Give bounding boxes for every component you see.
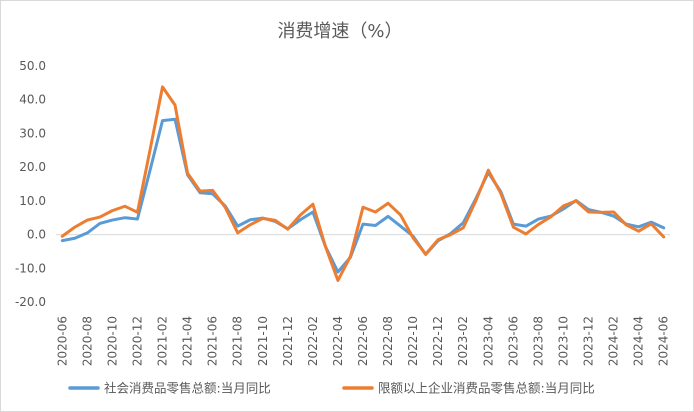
x-tick-label: 2020-06 — [55, 316, 69, 366]
x-tick-label: 2022-02 — [306, 316, 320, 366]
series-layer — [60, 85, 666, 282]
series-line-2 — [60, 85, 666, 282]
y-tick-label: 20.0 — [19, 160, 46, 174]
x-tick-label: 2021-06 — [206, 316, 220, 366]
x-tick-label: 2024-04 — [632, 316, 646, 366]
x-tick-label: 2020-12 — [130, 316, 144, 366]
x-tick-label: 2021-08 — [231, 316, 245, 366]
x-tick-label: 2023-10 — [556, 316, 570, 366]
y-tick-label: 10.0 — [19, 194, 46, 208]
x-tick-label: 2023-06 — [506, 316, 520, 366]
x-tick-label: 2020-08 — [80, 316, 94, 366]
x-tick-label: 2022-04 — [331, 316, 345, 366]
series-line-1 — [60, 117, 666, 274]
chart-title: 消费增速（%） — [277, 21, 402, 42]
x-tick-label: 2021-02 — [156, 316, 170, 366]
x-tick-label: 2023-04 — [481, 316, 495, 366]
x-tick-label: 2022-06 — [356, 316, 370, 366]
x-tick-label: 2021-10 — [256, 316, 270, 366]
y-tick-label: 0.0 — [27, 228, 46, 242]
y-tick-label: -20.0 — [15, 295, 46, 309]
legend: 社会消费品零售总额:当月同比 限额以上企业消费品零售总额:当月同比 — [68, 381, 595, 396]
x-tick-label: 2022-10 — [406, 316, 420, 366]
x-tick-label: 2023-02 — [456, 316, 470, 366]
y-tick-label: 40.0 — [19, 93, 46, 107]
x-tick-label: 2023-08 — [531, 316, 545, 366]
y-tick-label: 50.0 — [19, 59, 46, 73]
x-tick-label: 2021-12 — [281, 316, 295, 366]
x-axis: 2020-06 2020-08 2020-10 2020-12 2021-02 2021-… — [55, 234, 671, 366]
y-tick-label: -10.0 — [15, 261, 46, 275]
x-tick-label: 2022-12 — [431, 316, 445, 366]
x-tick-label: 2022-08 — [381, 316, 395, 366]
x-tick-label: 2024-06 — [657, 316, 671, 366]
legend-label-2: 限额以上企业消费品零售总额:当月同比 — [378, 381, 595, 396]
x-tick-label: 2021-04 — [181, 316, 195, 366]
y-tick-label: 30.0 — [19, 126, 46, 140]
x-tick-label: 2023-12 — [582, 316, 596, 366]
y-axis: 50.0 40.0 30.0 20.0 10.0 0.0 -10.0 -20.0 — [15, 59, 46, 309]
x-tick-label: 2020-10 — [105, 316, 119, 366]
x-tick-label: 2024-02 — [607, 316, 621, 366]
legend-label-1: 社会消费品零售总额:当月同比 — [104, 381, 271, 396]
